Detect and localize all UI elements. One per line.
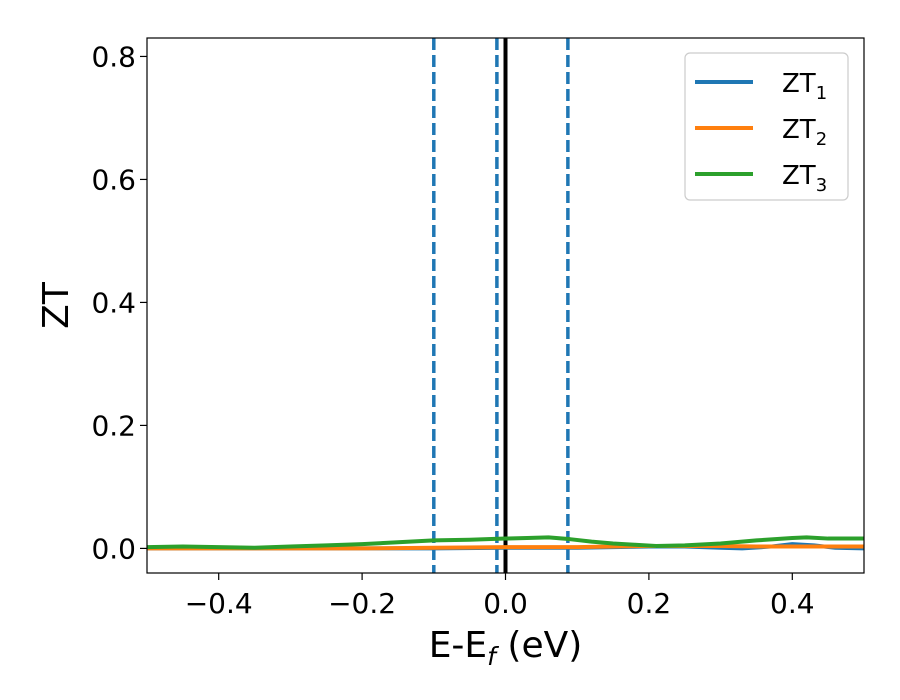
series-line-zt3	[147, 535, 864, 550]
y-tick-label: 0.6	[91, 163, 136, 196]
x-tick-label: −0.2	[328, 587, 396, 620]
y-tick-label: 0.8	[91, 40, 136, 73]
x-tick-label: 0.4	[770, 587, 815, 620]
y-tick-label: 0.4	[91, 286, 136, 319]
chart-legend: ZT1 ZT2 ZT3	[684, 52, 849, 201]
legend-box	[684, 52, 849, 201]
y-tick-label: 0.2	[91, 409, 136, 442]
y-axis-title: ZT	[36, 281, 77, 329]
y-tick-label: 0.0	[91, 532, 136, 565]
legend-label-zt1: ZT1	[782, 69, 827, 104]
x-tick-label: 0.0	[483, 587, 528, 620]
legend-label-zt3: ZT3	[782, 161, 827, 196]
x-axis-title: E-Ef (eV)	[429, 625, 583, 671]
series-line-zt2	[147, 543, 864, 551]
chart-axes: −0.4 −0.2 0.0 0.2 0.4 0.0 0.2 0.4 0.6 0.8 E-Ef (eV…	[36, 37, 865, 671]
legend-label-zt2: ZT2	[782, 115, 827, 150]
chart-marks	[147, 38, 864, 573]
x-tick-label: 0.2	[627, 587, 672, 620]
x-tick-label: −0.4	[185, 587, 253, 620]
